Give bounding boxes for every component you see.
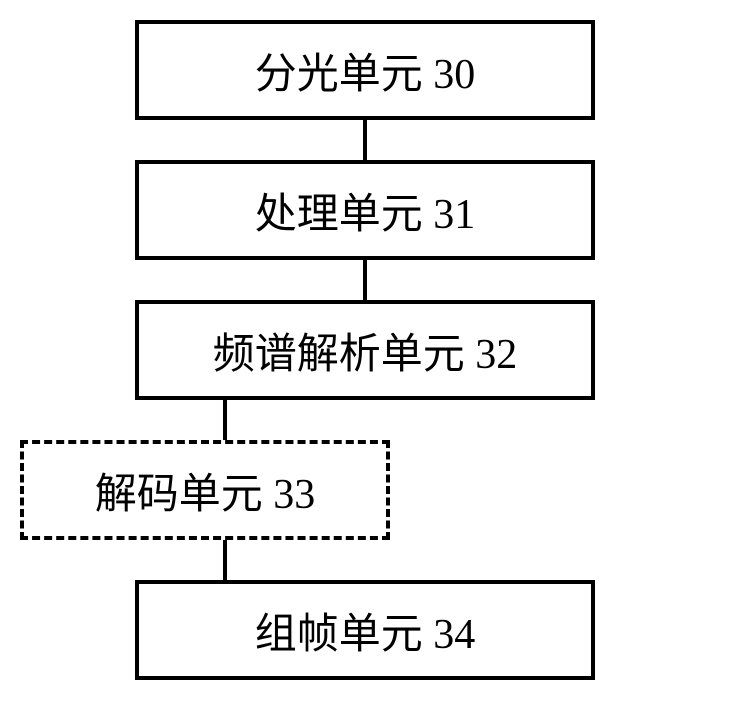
box-framing-label: 组帧单元 34 xyxy=(255,600,476,661)
connector-2 xyxy=(363,260,367,300)
box-processing-label: 处理单元 31 xyxy=(255,180,476,241)
box-splitter-label: 分光单元 30 xyxy=(255,40,476,101)
box-decoder-label: 解码单元 33 xyxy=(95,460,316,521)
connector-1 xyxy=(363,120,367,160)
box-spectrum-unit: 频谱解析单元 32 xyxy=(135,300,595,400)
box-spectrum-label: 频谱解析单元 32 xyxy=(213,320,518,381)
connector-3 xyxy=(223,400,227,440)
box-splitter-unit: 分光单元 30 xyxy=(135,20,595,120)
box-processing-unit: 处理单元 31 xyxy=(135,160,595,260)
box-framing-unit: 组帧单元 34 xyxy=(135,580,595,680)
diagram-container: 分光单元 30 处理单元 31 频谱解析单元 32 解码单元 33 组帧单元 3… xyxy=(0,0,732,722)
box-decoder-unit: 解码单元 33 xyxy=(20,440,390,540)
connector-4 xyxy=(223,540,227,580)
